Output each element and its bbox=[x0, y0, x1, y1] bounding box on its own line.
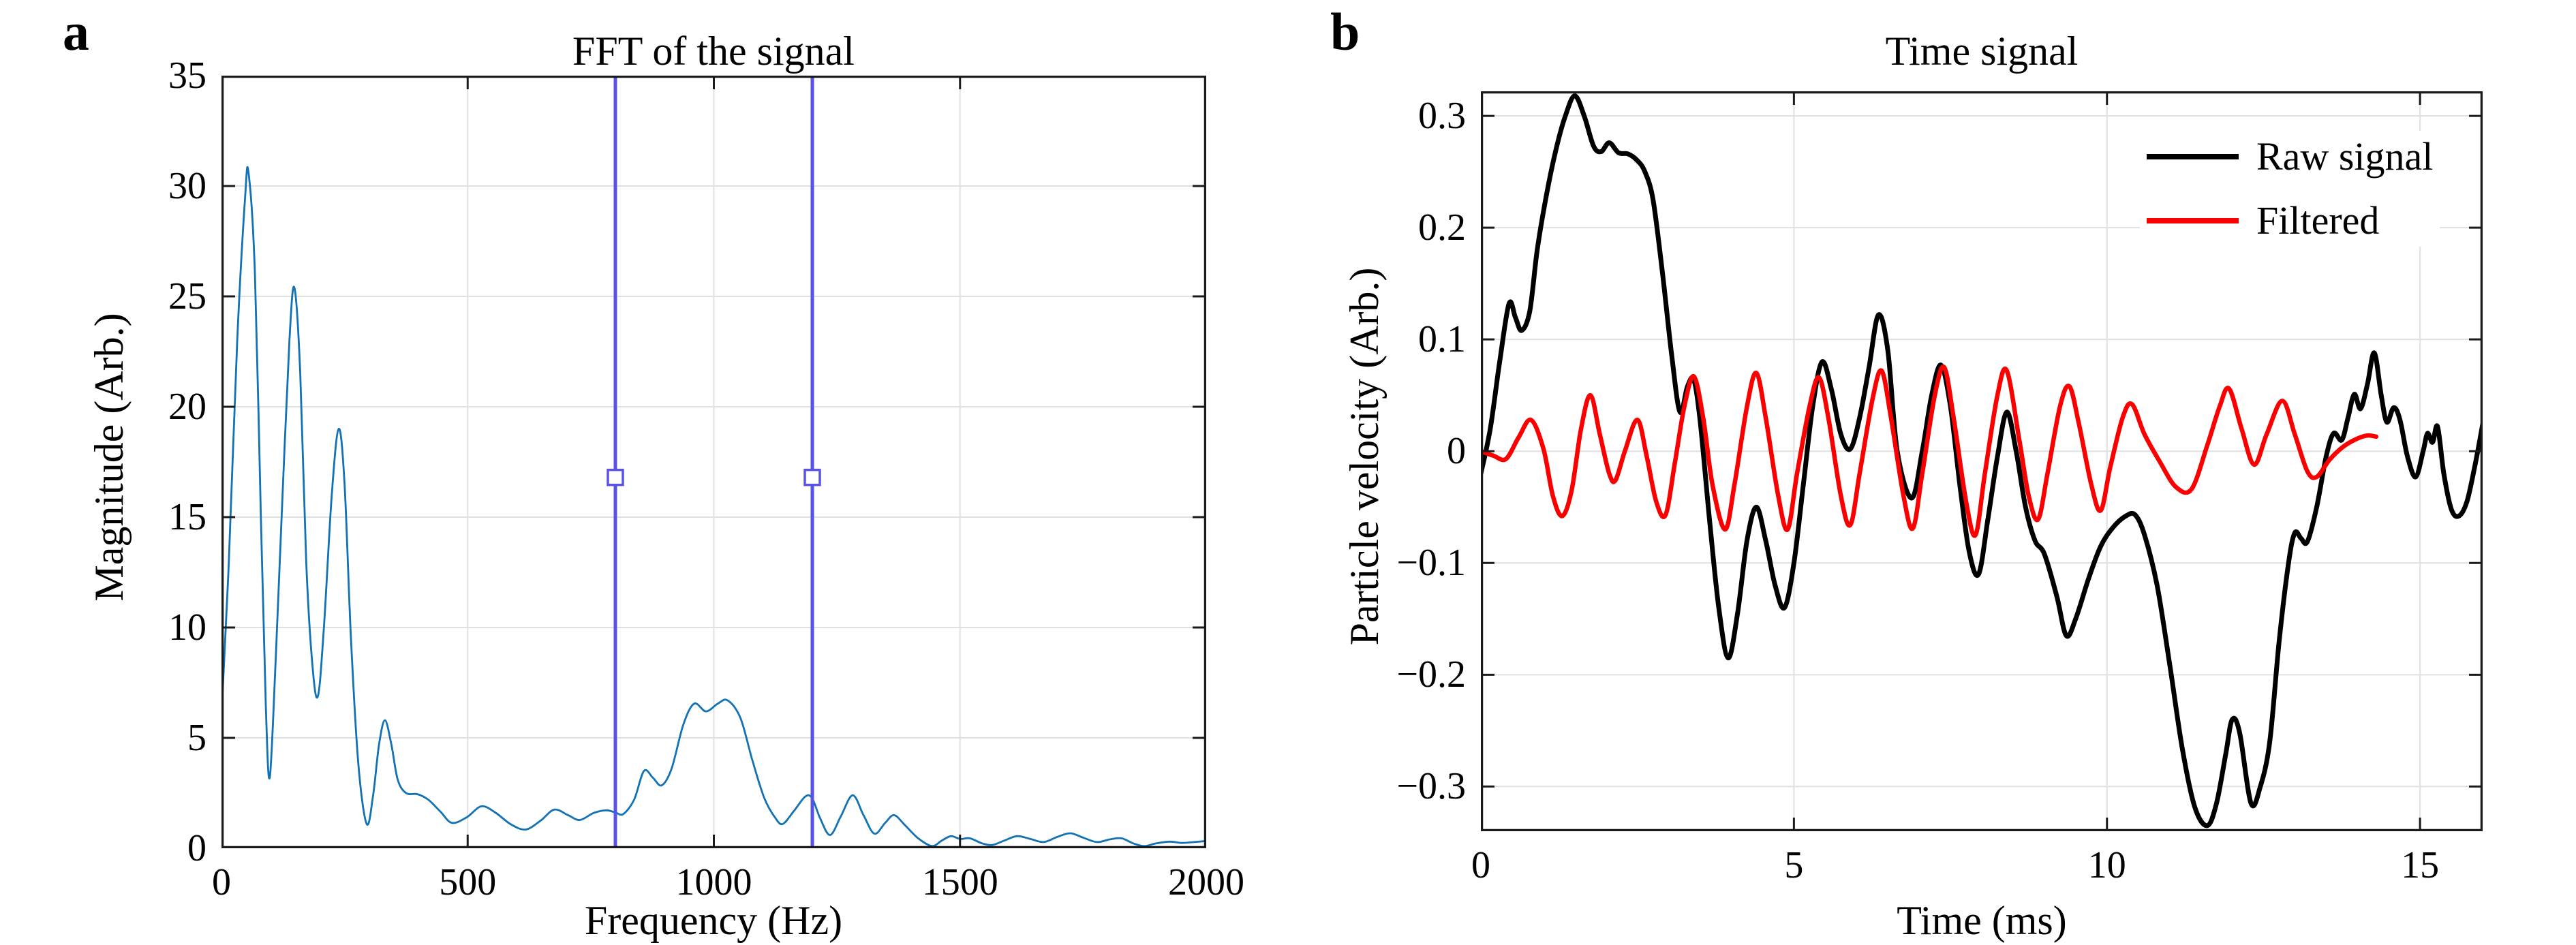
time-plot bbox=[1481, 91, 2483, 831]
x-tick-label: 0 bbox=[212, 861, 231, 903]
legend-entry-filtered: Filtered bbox=[2147, 198, 2433, 243]
fft-x-axis-label: Frequency (Hz) bbox=[584, 898, 843, 943]
x-tick-label: 0 bbox=[1471, 844, 1490, 886]
time-x-axis-label: Time (ms) bbox=[1897, 898, 2067, 943]
y-tick-label: 10 bbox=[168, 606, 206, 649]
y-tick-label: 25 bbox=[168, 275, 206, 317]
y-tick-label: 0 bbox=[187, 827, 206, 869]
legend-raw-swatch bbox=[2147, 153, 2239, 159]
legend-raw-label: Raw signal bbox=[2256, 134, 2434, 179]
y-tick-label: 35 bbox=[168, 55, 206, 97]
time-title: Time signal bbox=[1885, 29, 2079, 74]
x-tick-label: 2000 bbox=[1168, 861, 1244, 903]
legend-entry-raw: Raw signal bbox=[2147, 135, 2433, 179]
axes-box bbox=[221, 76, 1206, 848]
cutoff-marker bbox=[803, 468, 821, 486]
y-tick-label: 0.2 bbox=[1418, 206, 1466, 249]
x-tick-label: 5 bbox=[1784, 844, 1804, 886]
y-tick-label: 0 bbox=[1447, 430, 1466, 473]
panel-b-label: b bbox=[1330, 2, 1360, 61]
x-tick-label: 1000 bbox=[675, 861, 752, 903]
y-tick-label: −0.2 bbox=[1396, 653, 1466, 696]
panel-a-label: a bbox=[63, 2, 89, 61]
y-tick-label: 0.1 bbox=[1418, 318, 1466, 361]
band-cutoff-lines bbox=[607, 76, 821, 848]
legend: Raw signal Filtered bbox=[2140, 131, 2440, 247]
axes-box bbox=[1481, 91, 2483, 831]
y-tick-label: 15 bbox=[168, 496, 206, 538]
y-tick-label: 5 bbox=[187, 717, 206, 759]
x-tick-label: 500 bbox=[439, 861, 497, 903]
y-tick-label: 30 bbox=[168, 165, 206, 207]
legend-filtered-swatch bbox=[2147, 217, 2239, 223]
legend-filtered-label: Filtered bbox=[2256, 198, 2380, 243]
cutoff-marker bbox=[607, 468, 624, 486]
fft-magnitude-curve bbox=[221, 166, 1206, 848]
fft-title: FFT of the signal bbox=[572, 29, 855, 74]
raw-signal-curve bbox=[1481, 93, 2483, 828]
fft-plot bbox=[221, 76, 1206, 848]
y-tick-label: 0.3 bbox=[1418, 95, 1466, 138]
x-tick-label: 15 bbox=[2401, 844, 2440, 886]
filtered-curve bbox=[1481, 365, 2379, 538]
x-tick-label: 10 bbox=[2087, 844, 2126, 886]
y-tick-label: −0.1 bbox=[1396, 542, 1466, 585]
y-tick-label: −0.3 bbox=[1396, 765, 1466, 808]
y-tick-label: 20 bbox=[168, 386, 206, 428]
x-tick-label: 1500 bbox=[921, 861, 998, 903]
grid bbox=[221, 76, 1206, 848]
